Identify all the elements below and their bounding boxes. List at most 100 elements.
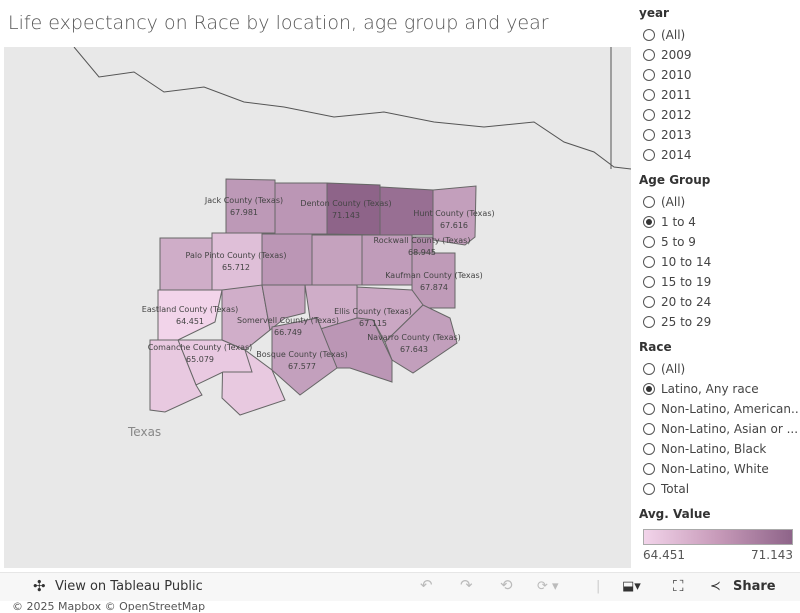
radio-button[interactable] xyxy=(643,403,655,415)
county-region-unlabeled[interactable] xyxy=(316,317,393,383)
state-border xyxy=(73,47,631,170)
radio-button[interactable] xyxy=(643,363,655,375)
county-region[interactable] xyxy=(271,317,338,396)
option-label: 2010 xyxy=(661,68,692,82)
revert-icon[interactable]: ⟲ xyxy=(500,576,513,594)
radio-option[interactable]: 2009 xyxy=(639,45,799,65)
radio-option[interactable]: 10 to 14 xyxy=(639,252,799,272)
county-label: Hunt County (Texas) xyxy=(413,209,494,218)
radio-option[interactable]: Non-Latino, Black xyxy=(639,439,799,459)
county-region[interactable] xyxy=(211,232,263,291)
radio-option[interactable]: 2011 xyxy=(639,85,799,105)
radio-option[interactable]: 15 to 19 xyxy=(639,272,799,292)
option-label: Non-Latino, White xyxy=(661,462,769,476)
county-region[interactable] xyxy=(157,289,223,341)
radio-button[interactable] xyxy=(643,483,655,495)
radio-option[interactable]: 2013 xyxy=(639,125,799,145)
option-label: (All) xyxy=(661,362,686,376)
radio-button[interactable] xyxy=(643,49,655,61)
choropleth-map[interactable]: Jack County (Texas) 67.981 Denton County (… xyxy=(4,47,631,568)
radio-option[interactable]: (All) xyxy=(639,359,799,379)
radio-button[interactable] xyxy=(643,216,655,228)
option-label: Non-Latino, Black xyxy=(661,442,767,456)
radio-button[interactable] xyxy=(643,129,655,141)
share-icon[interactable]: ≺ xyxy=(710,579,721,594)
county-region-unlabeled[interactable] xyxy=(159,237,213,291)
radio-option[interactable]: 20 to 24 xyxy=(639,292,799,312)
radio-option[interactable]: Non-Latino, Asian or ... xyxy=(639,419,799,439)
fullscreen-icon[interactable]: ⛶ xyxy=(673,577,684,595)
radio-button[interactable] xyxy=(643,276,655,288)
county-label: Rockwall County (Texas) xyxy=(374,236,471,245)
radio-button[interactable] xyxy=(643,196,655,208)
option-label: 20 to 24 xyxy=(661,295,712,309)
radio-button[interactable] xyxy=(643,109,655,121)
county-region[interactable] xyxy=(411,252,456,309)
radio-button[interactable] xyxy=(643,443,655,455)
county-value-label: 65.712 xyxy=(222,263,250,272)
radio-button[interactable] xyxy=(643,423,655,435)
radio-option[interactable]: 2012 xyxy=(639,105,799,125)
county-value-label: 71.143 xyxy=(332,211,360,220)
radio-option[interactable]: (All) xyxy=(639,25,799,45)
radio-button[interactable] xyxy=(643,89,655,101)
county-value-label: 68.945 xyxy=(408,248,436,257)
radio-button[interactable] xyxy=(643,256,655,268)
county-value-label: 67.874 xyxy=(420,283,448,292)
county-region[interactable] xyxy=(432,185,477,246)
county-label: Somervell County (Texas) xyxy=(237,316,339,325)
county-label: Ellis County (Texas) xyxy=(334,307,412,316)
toolbar: ✣ View on Tableau Public ↶ ↷ ⟲ ⟳ ▾ | ⬓▾ … xyxy=(0,572,800,601)
radio-option[interactable]: 5 to 9 xyxy=(639,232,799,252)
county-value-label: 67.577 xyxy=(288,362,316,371)
refresh-icon[interactable]: ⟳ ▾ xyxy=(537,579,559,594)
option-label: Latino, Any race xyxy=(661,382,759,396)
county-region[interactable] xyxy=(225,178,276,234)
state-label: Texas xyxy=(127,425,161,439)
radio-button[interactable] xyxy=(643,69,655,81)
radio-button[interactable] xyxy=(643,236,655,248)
county-region[interactable] xyxy=(326,182,381,236)
county-region[interactable] xyxy=(221,284,271,351)
radio-option[interactable]: Total xyxy=(639,479,799,499)
option-label: (All) xyxy=(661,28,686,42)
radio-button[interactable] xyxy=(643,316,655,328)
county-label: Denton County (Texas) xyxy=(300,199,391,208)
county-region-unlabeled[interactable] xyxy=(149,339,203,413)
radio-option[interactable]: Non-Latino, White xyxy=(639,459,799,479)
county-region-unlabeled[interactable] xyxy=(261,284,306,331)
undo-icon[interactable]: ↶ xyxy=(420,576,433,594)
radio-button[interactable] xyxy=(643,149,655,161)
view-on-tableau-link[interactable]: View on Tableau Public xyxy=(55,579,203,594)
county-value-label: 67.616 xyxy=(440,221,468,230)
county-value-label: 67.981 xyxy=(230,208,258,217)
radio-option[interactable]: 2014 xyxy=(639,145,799,165)
filter-title: year xyxy=(639,6,669,20)
county-label: Bosque County (Texas) xyxy=(256,350,348,359)
option-label: 2013 xyxy=(661,128,692,142)
county-label: Eastland County (Texas) xyxy=(142,305,238,314)
radio-button[interactable] xyxy=(643,463,655,475)
county-label: Comanche County (Texas) xyxy=(148,343,253,352)
county-label: Palo Pinto County (Texas) xyxy=(186,251,287,260)
radio-button[interactable] xyxy=(643,296,655,308)
radio-option[interactable]: 25 to 29 xyxy=(639,312,799,332)
radio-button[interactable] xyxy=(643,29,655,41)
radio-option[interactable]: 1 to 4 xyxy=(639,212,799,232)
county-region-unlabeled[interactable] xyxy=(311,234,363,286)
radio-button[interactable] xyxy=(643,383,655,395)
option-label: Total xyxy=(661,482,690,496)
map[interactable]: Jack County (Texas) 67.981 Denton County (… xyxy=(4,47,631,613)
radio-option[interactable]: (All) xyxy=(639,192,799,212)
share-button[interactable]: Share xyxy=(733,579,776,594)
legend-title: Avg. Value xyxy=(639,507,711,521)
color-legend: Avg. Value 64.451 71.143 xyxy=(639,507,799,562)
filter-title: Race xyxy=(639,340,672,354)
county-label: Kaufman County (Texas) xyxy=(385,271,483,280)
download-icon[interactable]: ⬓▾ xyxy=(622,579,641,594)
redo-icon[interactable]: ↷ xyxy=(460,576,473,594)
radio-option[interactable]: Latino, Any race xyxy=(639,379,799,399)
radio-option[interactable]: 2010 xyxy=(639,65,799,85)
county-region-unlabeled[interactable] xyxy=(274,182,328,235)
radio-option[interactable]: Non-Latino, American... xyxy=(639,399,799,419)
